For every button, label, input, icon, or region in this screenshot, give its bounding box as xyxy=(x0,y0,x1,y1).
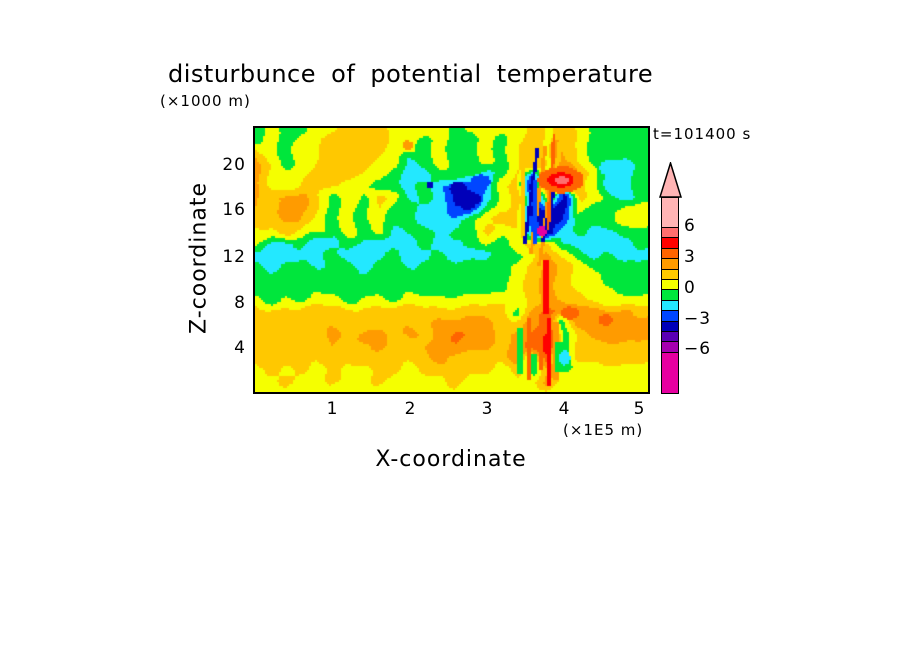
colorbar-cell xyxy=(662,259,678,270)
x-axis-title: X-coordinate xyxy=(375,447,527,472)
x-tick-label: 5 xyxy=(633,399,645,419)
y-tick-label: 8 xyxy=(234,293,246,313)
colorbar-cell xyxy=(662,300,678,312)
colorbar-cell xyxy=(662,279,678,291)
x-tick-label: 1 xyxy=(326,399,338,419)
timestamp-label: t=101400 s xyxy=(653,125,752,143)
colorbar-cell xyxy=(662,269,678,280)
plot-area xyxy=(253,126,650,394)
colorbar-cell xyxy=(662,290,678,301)
y-tick-label: 4 xyxy=(234,338,246,358)
x-tick-label: 4 xyxy=(558,399,570,419)
colorbar-cell xyxy=(662,321,678,332)
colorbar-arrow-icon xyxy=(659,162,682,198)
x-axis-unit-label: (×1E5 m) xyxy=(563,421,644,439)
y-tick-label: 12 xyxy=(222,247,246,267)
chart-title: disturbunce of potential temperature xyxy=(168,60,654,88)
y-tick-label: 20 xyxy=(222,155,246,175)
colorbar-tick-label: 3 xyxy=(684,247,696,267)
colorbar-cell xyxy=(662,238,678,249)
colorbar-tick-label: −6 xyxy=(684,339,712,359)
colorbar-cell xyxy=(662,311,678,322)
colorbar-tick-label: −3 xyxy=(684,309,712,329)
x-tick-label: 2 xyxy=(404,399,416,419)
colorbar xyxy=(661,197,679,394)
colorbar-cell xyxy=(662,198,678,228)
y-axis-unit-label: (×1000 m) xyxy=(160,92,251,110)
colorbar-cell xyxy=(662,228,678,239)
y-tick-label: 16 xyxy=(222,200,246,220)
colorbar-cell xyxy=(662,248,678,260)
colorbar-cell xyxy=(662,342,678,353)
contour-canvas xyxy=(255,128,648,392)
colorbar-cell xyxy=(662,331,678,343)
x-tick-label: 3 xyxy=(481,399,493,419)
colorbar-tick-label: 6 xyxy=(684,216,696,236)
colorbar-cell xyxy=(662,352,678,393)
colorbar-tick-label: 0 xyxy=(684,278,696,298)
colorbar-arrow-shape xyxy=(659,162,682,198)
